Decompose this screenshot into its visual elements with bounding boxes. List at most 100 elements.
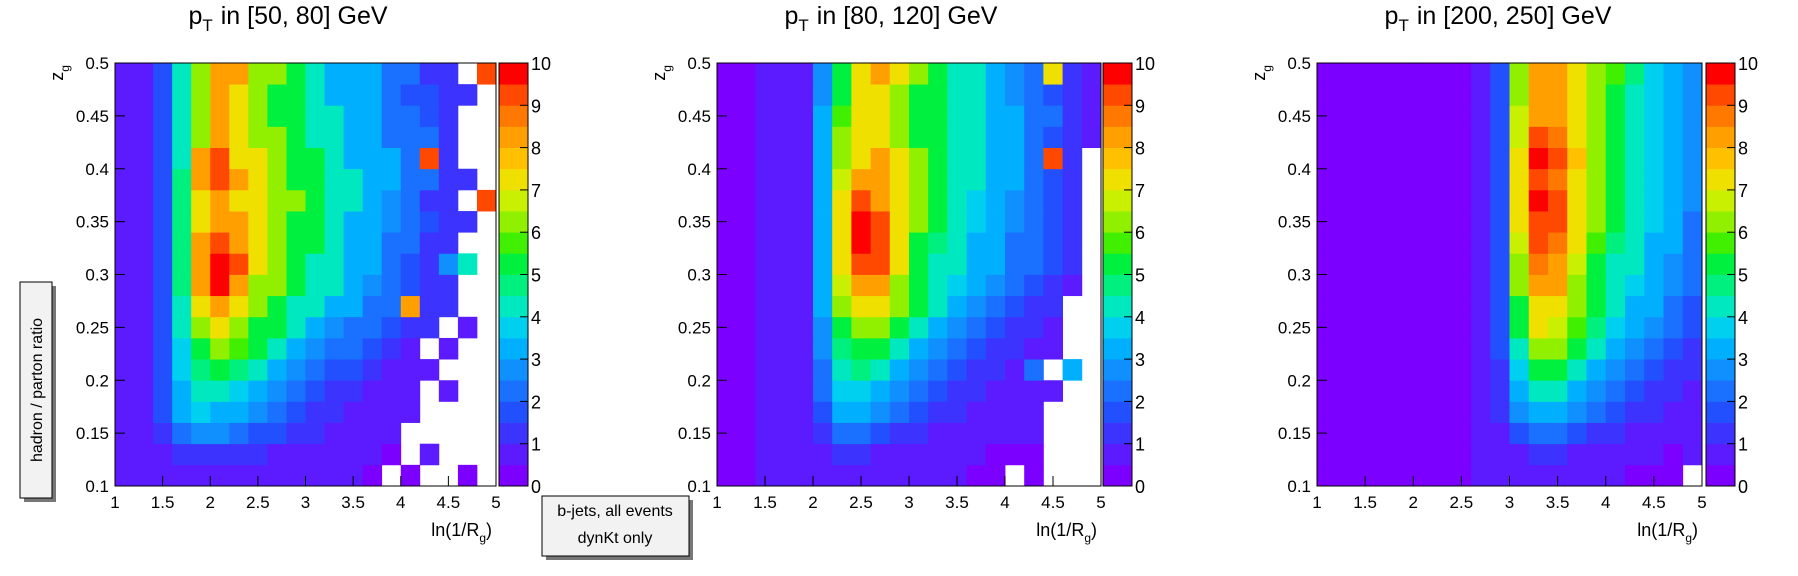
cell [1005, 168, 1025, 191]
y-tick-label: 0.3 [687, 266, 711, 285]
cell [362, 380, 383, 402]
cell [1586, 168, 1607, 191]
cell [1317, 168, 1337, 191]
cell [1586, 337, 1607, 360]
cell [1644, 147, 1664, 170]
cell [1005, 337, 1025, 360]
cell [755, 380, 775, 402]
cell [1490, 189, 1510, 212]
cell [1005, 401, 1025, 423]
cell [1024, 147, 1044, 170]
cell [909, 274, 929, 297]
cell [755, 147, 775, 170]
cell [793, 232, 814, 254]
cell [889, 211, 910, 233]
y-tick-label: 0.4 [85, 160, 109, 179]
cell [1394, 316, 1414, 339]
cell [362, 359, 383, 381]
cell [172, 147, 192, 170]
cell [1043, 84, 1063, 106]
cell [153, 63, 173, 85]
cell [1528, 105, 1549, 127]
cell [229, 337, 249, 360]
cell [1605, 147, 1626, 170]
y-tick-label: 0.2 [85, 371, 109, 390]
cell [1663, 63, 1684, 85]
cell [1005, 359, 1025, 381]
cell [1062, 126, 1083, 148]
cell [438, 147, 459, 170]
cell [134, 316, 154, 339]
cell [928, 274, 948, 297]
cell [438, 380, 459, 402]
cell [362, 211, 383, 233]
cell [1509, 295, 1530, 318]
colorbar-tick-label: 2 [1738, 392, 1748, 412]
cell [1625, 211, 1645, 233]
cell [774, 443, 795, 466]
cell [400, 168, 421, 191]
cell [1682, 189, 1703, 212]
cell [1548, 189, 1568, 212]
cell [343, 147, 364, 170]
cell [1663, 84, 1684, 106]
cell [1394, 443, 1414, 466]
cell [1490, 168, 1510, 191]
cell [1509, 211, 1530, 233]
cell [909, 380, 929, 402]
cell [400, 232, 421, 254]
panel: 1 1.5 2 2.5 3 3.5 4 4.5 5 0.1 0.15 0.2 0.25 0.3 0.35 0.… [1249, 2, 1758, 545]
cell [172, 211, 192, 233]
colorbar-tick-label: 5 [531, 266, 541, 286]
cell [1062, 211, 1083, 233]
cell [813, 253, 833, 275]
colorbar-band [1103, 211, 1132, 233]
cell [229, 211, 249, 233]
colorbar-tick-label: 6 [1738, 223, 1748, 243]
cell [1451, 189, 1472, 212]
y-axis-label-main: z [1249, 72, 1269, 81]
cell [1567, 168, 1587, 191]
cell [1024, 253, 1044, 275]
colorbar-band [1103, 189, 1132, 212]
cell [1317, 359, 1337, 381]
cell [248, 422, 268, 445]
cell [248, 189, 268, 212]
cell [813, 316, 833, 339]
cell [381, 232, 402, 254]
cell [1625, 422, 1645, 445]
cell [1682, 422, 1703, 445]
cell [1682, 295, 1703, 318]
cell [1625, 443, 1645, 466]
cell [1374, 337, 1395, 360]
cell [1471, 84, 1491, 106]
cell [1317, 232, 1337, 254]
cell [1317, 274, 1337, 297]
cell [1471, 464, 1491, 487]
cell [210, 401, 230, 423]
cell [210, 168, 230, 191]
cell [1432, 422, 1453, 445]
cell [1062, 147, 1083, 170]
y-tick-label: 0.35 [678, 213, 711, 232]
cell [400, 147, 421, 170]
cell [1490, 211, 1510, 233]
colorbar-band [499, 359, 528, 381]
cell [966, 211, 987, 233]
cell [1374, 464, 1395, 487]
cell [248, 211, 268, 233]
cell [267, 189, 287, 212]
cell [1605, 443, 1626, 466]
cell [1548, 401, 1568, 423]
cell [324, 422, 344, 445]
x-axis-label: ln(1/Rg) [1637, 520, 1698, 545]
cell [400, 295, 421, 318]
cell [755, 63, 775, 85]
colorbar-band [499, 168, 528, 191]
cell [717, 443, 737, 466]
cell [813, 84, 833, 106]
x-tick-label: 2 [1409, 493, 1418, 512]
colorbar-band [1706, 422, 1735, 445]
cell [324, 211, 344, 233]
cell [1451, 337, 1472, 360]
